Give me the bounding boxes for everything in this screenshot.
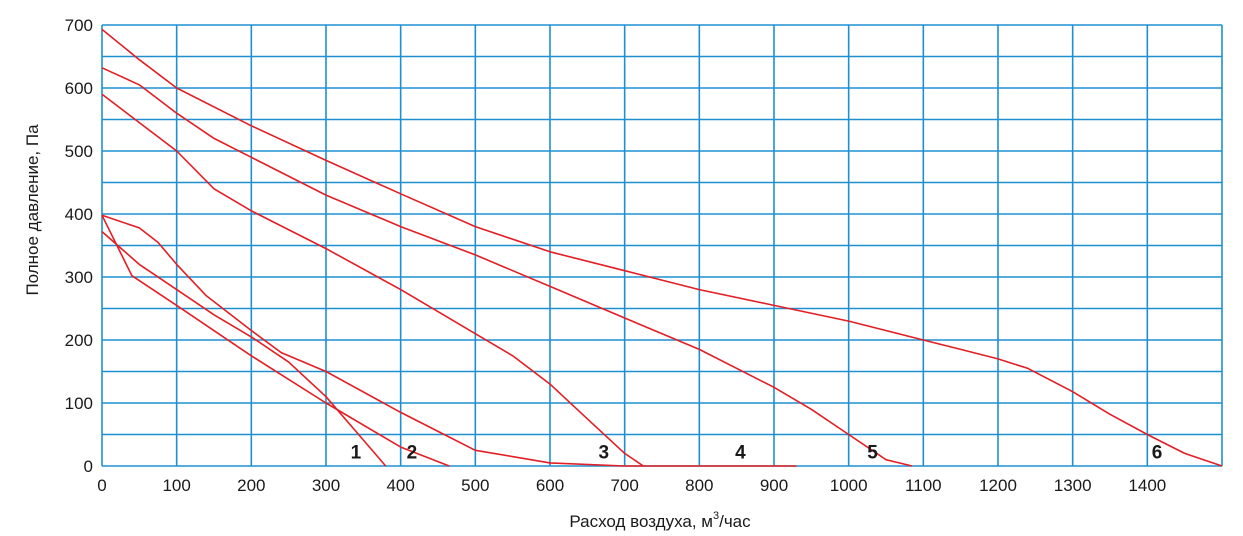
x-tick-label: 1300 bbox=[1054, 476, 1092, 495]
x-axis-title-sup: 3 bbox=[713, 510, 719, 522]
x-tick-label: 500 bbox=[461, 476, 489, 495]
x-tick-label: 1400 bbox=[1128, 476, 1166, 495]
curve-label-2: 2 bbox=[407, 442, 418, 463]
series-lines bbox=[101, 28, 1223, 467]
y-tick-label: 300 bbox=[65, 268, 93, 287]
x-tick-label: 600 bbox=[536, 476, 564, 495]
x-tick-label: 1100 bbox=[905, 476, 942, 495]
curve-label-4: 4 bbox=[735, 442, 746, 463]
series-line-6 bbox=[101, 28, 1223, 467]
curve-label-6: 6 bbox=[1152, 442, 1163, 463]
x-tick-label: 100 bbox=[162, 476, 190, 495]
curve-label-1: 1 bbox=[351, 442, 362, 463]
x-tick-label: 200 bbox=[237, 476, 265, 495]
x-axis-title: Расход воздуха, м3/час bbox=[569, 510, 751, 531]
curve-label-5: 5 bbox=[867, 442, 878, 463]
x-axis-title-tail: /час bbox=[719, 512, 751, 531]
x-tick-label: 300 bbox=[312, 476, 340, 495]
x-tick-label: 900 bbox=[760, 476, 788, 495]
x-tick-label: 1000 bbox=[830, 476, 868, 495]
x-tick-labels: 0 100 200 300 400 500 600 700 800 900 1000 1100 1200… bbox=[97, 476, 1166, 495]
y-tick-label: 400 bbox=[65, 205, 93, 224]
series-line-4 bbox=[101, 214, 797, 467]
y-tick-label: 600 bbox=[65, 79, 93, 98]
x-tick-label: 1200 bbox=[979, 476, 1017, 495]
x-tick-label: 700 bbox=[610, 476, 638, 495]
x-tick-label: 0 bbox=[97, 476, 106, 495]
x-tick-label: 800 bbox=[685, 476, 713, 495]
y-tick-label: 0 bbox=[84, 457, 93, 476]
series-line-3 bbox=[101, 93, 644, 467]
grid bbox=[101, 24, 1223, 467]
y-tick-labels: 0 100 200 300 400 500 600 700 bbox=[65, 16, 93, 476]
x-axis-title-main: Расход воздуха, м bbox=[569, 512, 713, 531]
y-tick-label: 500 bbox=[65, 142, 93, 161]
x-tick-label: 400 bbox=[386, 476, 414, 495]
curve-labels: 1 2 3 4 5 6 bbox=[351, 442, 1163, 463]
curve-label-3: 3 bbox=[598, 442, 609, 463]
y-tick-label: 100 bbox=[65, 394, 93, 413]
series-line-5 bbox=[101, 67, 913, 467]
y-tick-label: 200 bbox=[65, 331, 93, 350]
series-line-1 bbox=[101, 230, 387, 467]
series-line-2 bbox=[101, 214, 450, 467]
y-tick-label: 700 bbox=[65, 16, 93, 35]
y-axis-title: Полное давление, Па bbox=[23, 124, 42, 296]
